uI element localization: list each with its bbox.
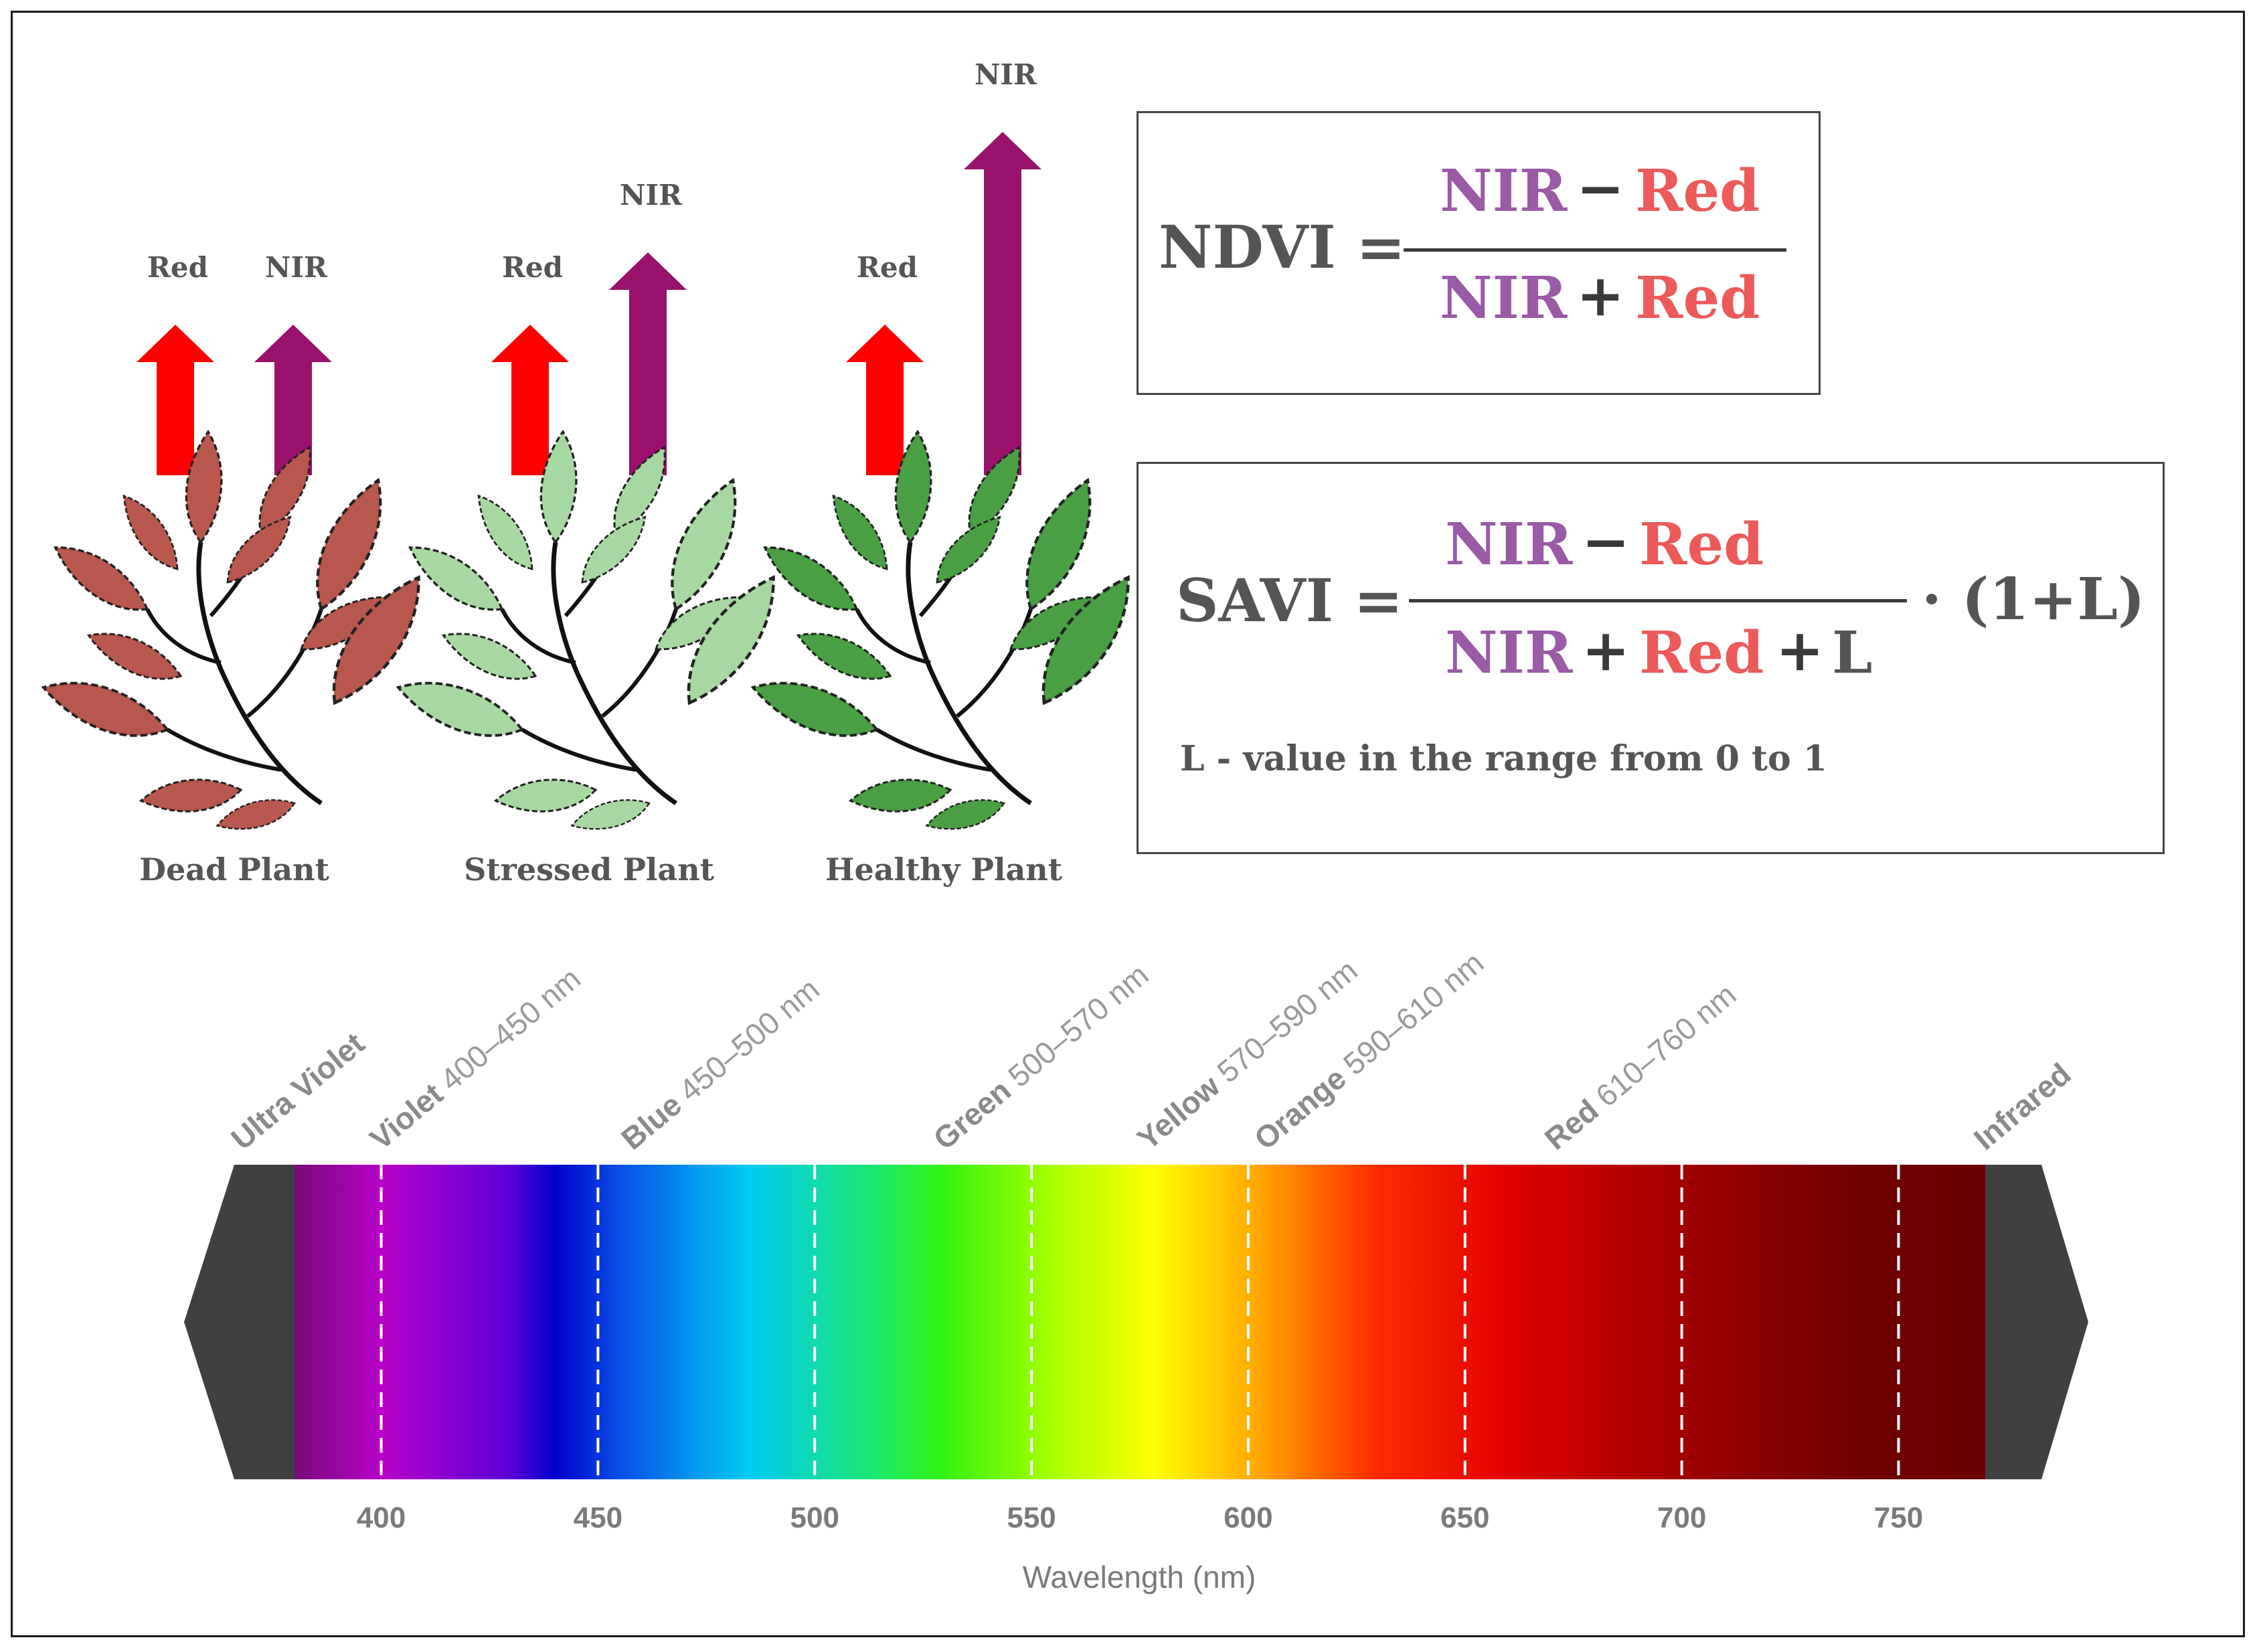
savi-den-red: Red xyxy=(1639,619,1764,687)
nir-arrow-label: NIR xyxy=(620,179,682,212)
band-label: Orange 590–610 nm xyxy=(1248,945,1491,1157)
infrared-cap xyxy=(1985,1165,2088,1479)
ndvi-name: NDVI = xyxy=(1159,212,1406,282)
band-label: Infrared xyxy=(1967,1056,2078,1157)
tick-label: 600 xyxy=(1224,1501,1272,1534)
band-label: Violet 400–450 nm xyxy=(363,961,587,1156)
red-arrow-label: Red xyxy=(857,251,918,284)
nir-arrow-label: NIR xyxy=(975,58,1037,91)
band-label: Green 500–570 nm xyxy=(927,957,1155,1157)
red-arrow xyxy=(491,325,569,475)
savi-name: SAVI = xyxy=(1176,566,1404,635)
x-axis-label: Wavelength (nm) xyxy=(1023,1560,1256,1594)
plant-group-1 xyxy=(41,325,420,830)
band-label: Yellow 570–590 nm xyxy=(1130,953,1364,1156)
savi-formula-box: SAVI = NIR − Red NIR + Red + L · (1+L) L… xyxy=(1137,462,2165,854)
savi-den-l: L xyxy=(1832,619,1873,687)
savi-num-nir: NIR xyxy=(1445,511,1573,578)
tick-label: 750 xyxy=(1874,1501,1923,1534)
plant-label: Stressed Plant xyxy=(464,851,714,888)
savi-den-plus-2: + xyxy=(1776,616,1825,684)
savi-den-plus: + xyxy=(1582,616,1630,684)
savi-factor: · (1+L) xyxy=(1922,566,2145,633)
plant-branch-icon xyxy=(750,429,1130,830)
savi-fraction-bar xyxy=(1409,599,1907,602)
ndvi-num-red: Red xyxy=(1635,157,1760,225)
tick-label: 450 xyxy=(574,1501,622,1534)
red-arrow xyxy=(846,325,924,475)
tick-label: 400 xyxy=(357,1501,406,1534)
nir-arrow xyxy=(254,325,332,475)
tick-label: 650 xyxy=(1440,1501,1489,1534)
ndvi-den-nir: NIR xyxy=(1440,264,1568,332)
savi-num-minus: − xyxy=(1582,508,1630,576)
ndvi-num-minus: − xyxy=(1576,155,1625,222)
nir-arrow-label: NIR xyxy=(265,251,327,284)
plant-label: Healthy Plant xyxy=(825,851,1062,888)
ndvi-num-nir: NIR xyxy=(1440,157,1568,225)
ndvi-den-red: Red xyxy=(1635,264,1760,332)
plant-branch-icon xyxy=(41,429,420,830)
ndvi-den-plus: + xyxy=(1576,262,1625,329)
plant-reflectance-panel xyxy=(41,132,1130,830)
savi-l-note: L - value in the range from 0 to 1 xyxy=(1180,738,1827,779)
red-arrow-label: Red xyxy=(147,251,208,284)
tick-label: 500 xyxy=(790,1501,839,1534)
plant-group-3 xyxy=(750,132,1130,830)
plant-group-2 xyxy=(396,252,775,830)
tick-label: 700 xyxy=(1657,1501,1706,1534)
nir-arrow xyxy=(609,252,687,475)
plant-label: Dead Plant xyxy=(139,851,329,888)
savi-den-nir: NIR xyxy=(1445,619,1573,687)
nir-arrow xyxy=(964,132,1041,475)
visible-spectrum-bar xyxy=(295,1165,1985,1479)
plant-branch-icon xyxy=(396,429,775,830)
band-label: Blue 450–500 nm xyxy=(614,971,826,1157)
red-arrow xyxy=(137,325,214,475)
band-label: Ultra Violet xyxy=(224,1025,371,1156)
red-arrow-label: Red xyxy=(502,251,563,284)
tick-label: 550 xyxy=(1007,1501,1056,1534)
ndvi-fraction-bar xyxy=(1404,248,1786,252)
band-label: Red 610–760 nm xyxy=(1538,977,1743,1156)
outer-frame xyxy=(11,11,2245,1637)
ultraviolet-cap xyxy=(184,1165,295,1479)
savi-num-red: Red xyxy=(1639,511,1764,578)
ndvi-formula-box: NDVI = NIR − Red NIR + Red xyxy=(1137,111,1821,395)
